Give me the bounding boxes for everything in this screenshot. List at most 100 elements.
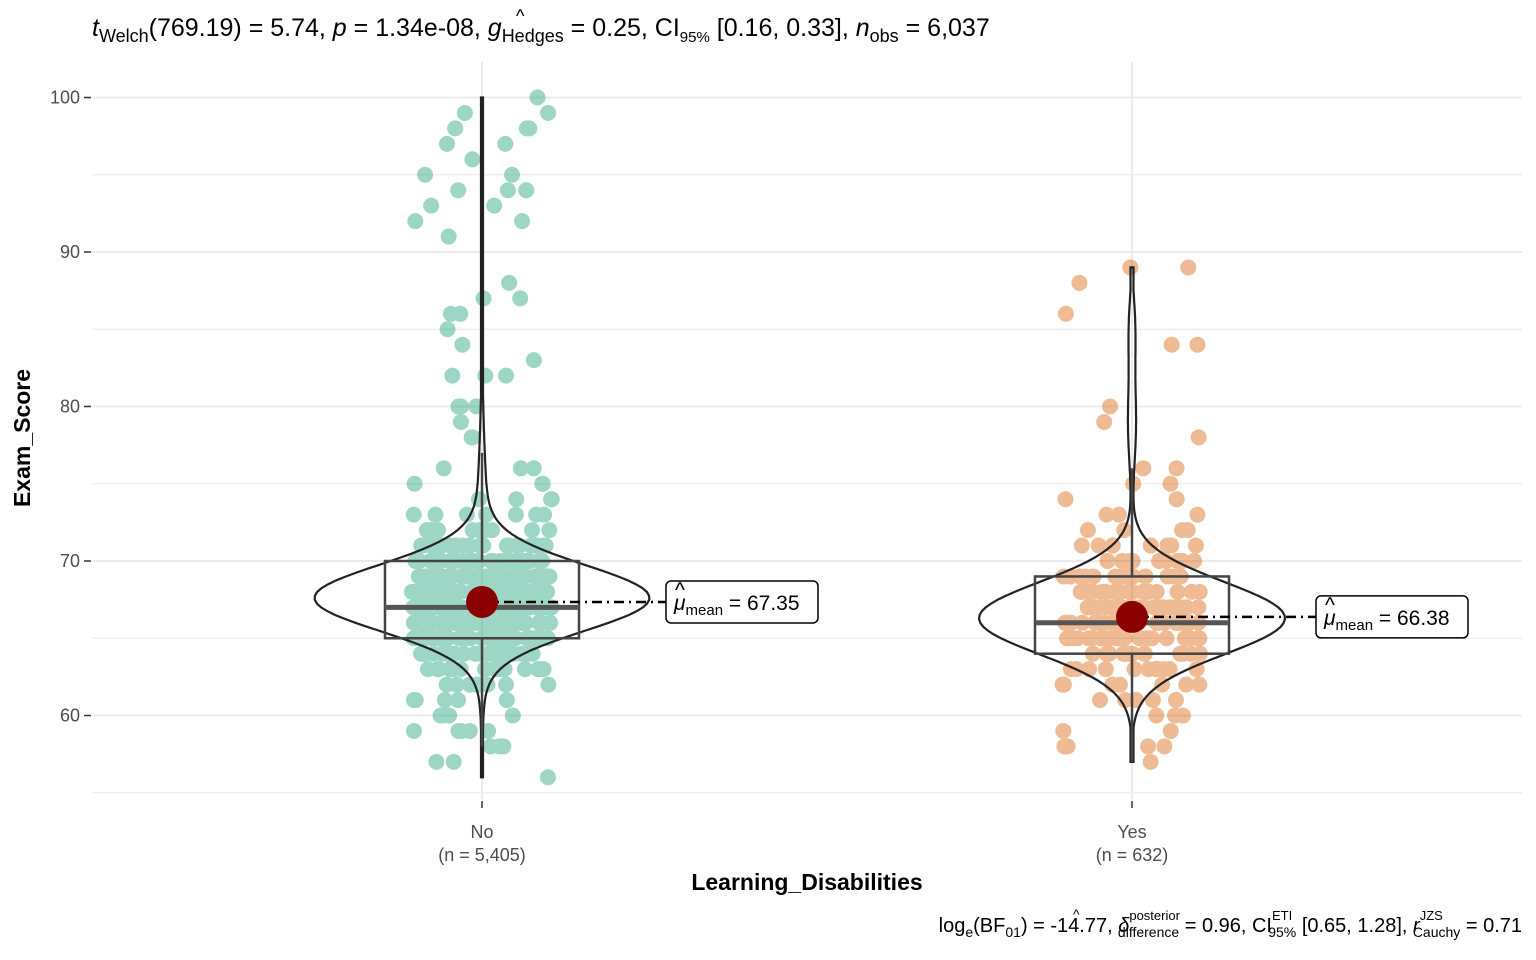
data-point	[517, 583, 534, 600]
data-point	[498, 614, 515, 631]
data-point	[1101, 599, 1118, 616]
data-point	[487, 661, 504, 678]
data-point	[467, 645, 484, 662]
box	[1033, 575, 1231, 655]
data-point	[446, 583, 463, 600]
data-point-outlier	[499, 182, 516, 199]
data-point	[412, 583, 429, 600]
data-point	[489, 568, 506, 585]
data-point	[534, 583, 551, 600]
data-point	[501, 614, 518, 631]
data-point	[447, 614, 464, 631]
data-point	[461, 722, 478, 739]
data-point	[477, 568, 494, 585]
data-point	[469, 568, 486, 585]
data-point	[1144, 692, 1161, 709]
data-point	[424, 583, 441, 600]
data-point	[1174, 707, 1191, 724]
x-axis: No (n = 5,405) Yes (n = 632)	[438, 801, 1168, 865]
data-point	[472, 614, 489, 631]
data-point	[1080, 583, 1097, 600]
data-point	[441, 645, 458, 662]
data-point	[1148, 599, 1165, 616]
data-point	[1163, 537, 1180, 554]
data-point	[1083, 583, 1100, 600]
data-point	[452, 661, 469, 678]
data-point	[445, 583, 462, 600]
data-point	[504, 583, 521, 600]
data-point	[1059, 630, 1076, 647]
data-point	[438, 676, 455, 693]
data-point	[422, 614, 439, 631]
data-point-outlier	[456, 104, 473, 121]
data-point	[1162, 722, 1179, 739]
data-point-outlier	[518, 182, 535, 199]
x-tick-label: Yes	[1117, 822, 1146, 842]
data-point	[461, 614, 478, 631]
data-point	[1173, 522, 1190, 539]
data-point	[449, 583, 466, 600]
data-point	[441, 614, 458, 631]
data-point	[512, 614, 529, 631]
data-point	[1163, 599, 1180, 616]
data-point	[468, 614, 485, 631]
data-point	[1093, 583, 1110, 600]
data-point-outlier	[464, 151, 481, 168]
data-point	[1176, 630, 1193, 647]
data-point	[1151, 599, 1168, 616]
data-point	[472, 537, 489, 554]
data-point	[458, 506, 475, 523]
data-point	[535, 661, 552, 678]
data-point-outlier	[512, 290, 529, 307]
data-point	[517, 614, 534, 631]
data-point	[438, 583, 455, 600]
data-point	[499, 568, 516, 585]
data-point	[525, 583, 542, 600]
data-point	[1187, 537, 1204, 554]
data-point	[1097, 661, 1114, 678]
data-point	[499, 568, 516, 585]
data-point	[475, 614, 492, 631]
data-point	[437, 583, 454, 600]
group-yes: ^μmean = 66.38	[977, 259, 1469, 770]
data-point	[447, 537, 464, 554]
data-point-outlier	[1189, 336, 1206, 353]
data-point-outlier	[463, 429, 480, 446]
data-point	[531, 568, 548, 585]
data-point	[471, 676, 488, 693]
y-axis-title: Exam_Score	[9, 369, 35, 507]
data-point	[491, 645, 508, 662]
data-point	[416, 645, 433, 662]
data-point	[504, 707, 521, 724]
data-point	[487, 614, 504, 631]
data-point	[541, 522, 558, 539]
data-point	[1166, 707, 1183, 724]
data-point	[442, 537, 459, 554]
data-point	[477, 614, 494, 631]
y-axis: 60 70 80 90 100	[50, 88, 91, 726]
data-point	[516, 583, 533, 600]
data-point	[1123, 583, 1140, 600]
data-point	[436, 692, 453, 709]
data-point	[1073, 583, 1090, 600]
y-tick-label: 80	[60, 397, 80, 417]
data-point	[472, 645, 489, 662]
data-point	[491, 568, 508, 585]
data-point	[1073, 537, 1090, 554]
data-point	[442, 583, 459, 600]
data-point	[1054, 676, 1071, 693]
y-tick-label: 60	[60, 706, 80, 726]
data-point	[1121, 583, 1138, 600]
data-point	[453, 568, 470, 585]
data-point	[433, 614, 450, 631]
data-point	[1134, 583, 1151, 600]
data-point	[410, 568, 427, 585]
data-point	[422, 522, 439, 539]
data-point	[449, 583, 466, 600]
data-point-outlier	[464, 429, 481, 446]
data-point-outlier	[518, 120, 535, 137]
data-point	[498, 676, 515, 693]
data-point	[543, 491, 560, 508]
data-point-outlier	[1102, 398, 1119, 415]
data-point	[432, 568, 449, 585]
